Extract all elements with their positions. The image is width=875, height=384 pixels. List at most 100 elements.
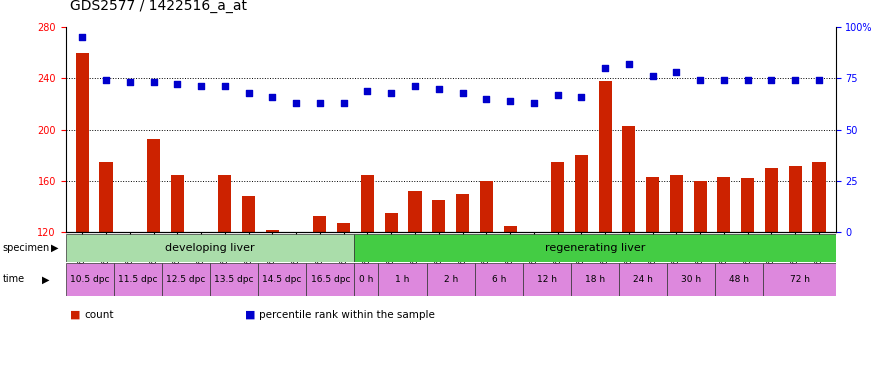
Text: count: count: [84, 310, 114, 320]
Text: percentile rank within the sample: percentile rank within the sample: [259, 310, 435, 320]
Text: time: time: [3, 274, 24, 285]
Point: [788, 77, 802, 83]
Bar: [813, 162, 825, 384]
Bar: [523, 263, 571, 296]
Bar: [76, 53, 88, 384]
Bar: [480, 181, 493, 384]
Bar: [147, 139, 160, 384]
Text: 2 h: 2 h: [444, 275, 458, 284]
Point: [598, 65, 612, 71]
Text: 72 h: 72 h: [789, 275, 809, 284]
Text: developing liver: developing liver: [165, 243, 255, 253]
Text: ▶: ▶: [51, 243, 59, 253]
Text: 48 h: 48 h: [730, 275, 749, 284]
Text: ▶: ▶: [42, 274, 50, 285]
Bar: [620, 263, 668, 296]
Text: 11.5 dpc: 11.5 dpc: [118, 275, 158, 284]
Bar: [646, 177, 659, 384]
Text: 6 h: 6 h: [492, 275, 506, 284]
Point: [146, 79, 160, 85]
Text: specimen: specimen: [3, 243, 50, 253]
Bar: [194, 232, 207, 384]
Point: [717, 77, 731, 83]
Point: [384, 89, 398, 96]
Bar: [598, 81, 612, 384]
Bar: [788, 166, 802, 384]
Text: 1 h: 1 h: [396, 275, 410, 284]
Point: [194, 83, 208, 89]
Bar: [258, 263, 306, 296]
Point: [480, 96, 494, 102]
Text: regenerating liver: regenerating liver: [545, 243, 645, 253]
Bar: [427, 263, 475, 296]
Bar: [210, 263, 258, 296]
Text: GDS2577 / 1422516_a_at: GDS2577 / 1422516_a_at: [70, 0, 247, 13]
Text: 18 h: 18 h: [585, 275, 605, 284]
Bar: [354, 263, 379, 296]
Bar: [313, 216, 326, 384]
Bar: [622, 126, 635, 384]
Bar: [716, 263, 763, 296]
Bar: [765, 168, 778, 384]
Point: [242, 89, 256, 96]
Point: [289, 100, 303, 106]
Point: [765, 77, 779, 83]
Bar: [528, 235, 541, 384]
Bar: [741, 179, 754, 384]
Point: [693, 77, 707, 83]
Bar: [385, 213, 398, 384]
Bar: [242, 196, 256, 384]
Bar: [114, 263, 162, 296]
Point: [360, 88, 374, 94]
Point: [741, 77, 755, 83]
Bar: [571, 263, 620, 296]
Text: 12 h: 12 h: [537, 275, 556, 284]
Point: [527, 100, 541, 106]
Text: ■: ■: [70, 310, 80, 320]
Text: 16.5 dpc: 16.5 dpc: [311, 275, 350, 284]
Point: [431, 85, 445, 91]
Text: 10.5 dpc: 10.5 dpc: [70, 275, 109, 284]
Point: [669, 69, 683, 75]
Point: [265, 94, 279, 100]
Point: [622, 61, 636, 67]
Point: [218, 83, 232, 89]
Bar: [670, 175, 682, 384]
Bar: [266, 230, 279, 384]
Point: [574, 94, 588, 100]
Bar: [456, 194, 469, 384]
Point: [646, 73, 660, 79]
Bar: [432, 200, 445, 384]
Bar: [575, 155, 588, 384]
Text: 30 h: 30 h: [682, 275, 702, 284]
Bar: [162, 263, 210, 296]
Point: [337, 100, 351, 106]
Point: [75, 34, 89, 40]
Point: [313, 100, 327, 106]
Point: [503, 98, 517, 104]
Text: 14.5 dpc: 14.5 dpc: [262, 275, 302, 284]
Bar: [123, 232, 136, 384]
Bar: [475, 263, 523, 296]
Bar: [66, 263, 114, 296]
Point: [99, 77, 113, 83]
Text: 24 h: 24 h: [634, 275, 653, 284]
Bar: [551, 162, 564, 384]
Point: [171, 81, 185, 88]
Bar: [379, 263, 427, 296]
Bar: [360, 175, 374, 384]
Text: 13.5 dpc: 13.5 dpc: [214, 275, 254, 284]
Text: 0 h: 0 h: [360, 275, 374, 284]
Bar: [694, 181, 707, 384]
Bar: [219, 175, 231, 384]
Bar: [290, 235, 303, 384]
Bar: [337, 223, 350, 384]
Bar: [354, 234, 836, 262]
Bar: [171, 175, 184, 384]
Text: ■: ■: [245, 310, 256, 320]
Bar: [66, 234, 354, 262]
Bar: [763, 263, 836, 296]
Point: [408, 83, 422, 89]
Point: [123, 79, 136, 85]
Text: 12.5 dpc: 12.5 dpc: [166, 275, 206, 284]
